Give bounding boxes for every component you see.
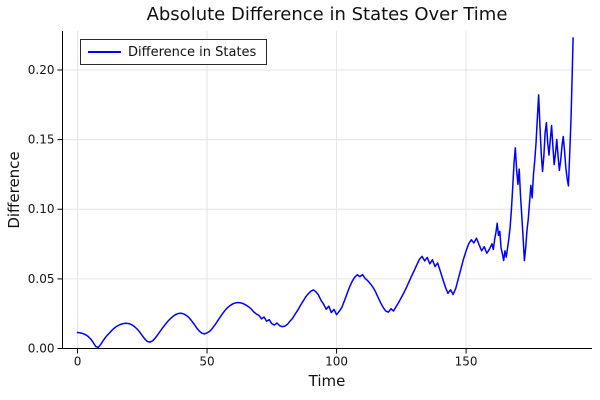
x-tick-label: 150 — [455, 355, 478, 369]
x-axis-label: Time — [308, 372, 346, 390]
tick-labels: 0 50 100 150 0.00 0.05 0.10 0.15 0.20 — [28, 63, 478, 369]
axes — [57, 31, 592, 354]
x-tick-label: 100 — [325, 355, 348, 369]
legend: Difference in States — [80, 39, 268, 65]
y-tick-label: 0.20 — [28, 63, 55, 77]
legend-label: Difference in States — [128, 44, 257, 60]
legend-line-sample — [88, 51, 121, 53]
y-tick-label: 0.15 — [28, 133, 55, 147]
y-tick-label: 0.00 — [28, 342, 55, 356]
x-tick-label: 0 — [74, 355, 82, 369]
chart-title: Absolute Difference in States Over Time — [146, 4, 508, 25]
y-tick-label: 0.05 — [28, 272, 55, 286]
x-tick-label: 50 — [199, 355, 214, 369]
series-line-difference — [76, 37, 574, 349]
y-tick-label: 0.10 — [28, 202, 55, 216]
